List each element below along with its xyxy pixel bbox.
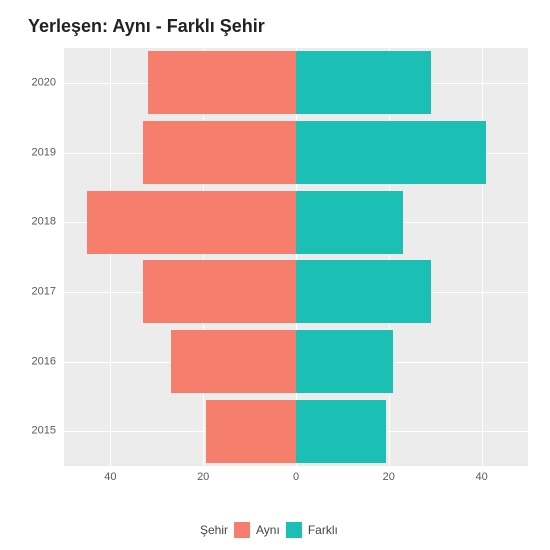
bar-ayni (87, 191, 296, 254)
y-tick-label: 2016 (0, 356, 56, 367)
bar-ayni (148, 51, 296, 114)
bar-ayni (206, 400, 296, 463)
bar-ayni (143, 121, 296, 184)
legend-label-farkli: Farklı (308, 524, 338, 536)
plot-area (64, 48, 528, 466)
legend-swatch-ayni (234, 522, 250, 538)
legend-title: Şehir (200, 524, 228, 536)
chart-title: Yerleşen: Aynı - Farklı Şehir (28, 16, 265, 37)
x-tick-label: 0 (293, 472, 299, 483)
bar-farkli (296, 191, 403, 254)
legend: Şehir Aynı Farklı (200, 522, 338, 538)
x-tick-label: 20 (197, 472, 209, 483)
gridline (110, 48, 111, 466)
gridline (482, 48, 483, 466)
x-tick-label: 20 (383, 472, 395, 483)
bar-farkli (296, 121, 486, 184)
y-tick-label: 2019 (0, 147, 56, 158)
bar-farkli (296, 330, 393, 393)
bar-ayni (143, 260, 296, 323)
y-tick-label: 2015 (0, 426, 56, 437)
chart-container: Yerleşen: Aynı - Farklı Şehir Şehir Aynı… (0, 0, 550, 550)
bar-farkli (296, 51, 431, 114)
legend-label-ayni: Aynı (256, 524, 280, 536)
bar-ayni (171, 330, 296, 393)
bar-farkli (296, 260, 431, 323)
y-tick-label: 2017 (0, 286, 56, 297)
legend-swatch-farkli (286, 522, 302, 538)
y-tick-label: 2020 (0, 77, 56, 88)
y-tick-label: 2018 (0, 217, 56, 228)
x-tick-label: 40 (475, 472, 487, 483)
x-tick-label: 40 (104, 472, 116, 483)
bar-farkli (296, 400, 386, 463)
